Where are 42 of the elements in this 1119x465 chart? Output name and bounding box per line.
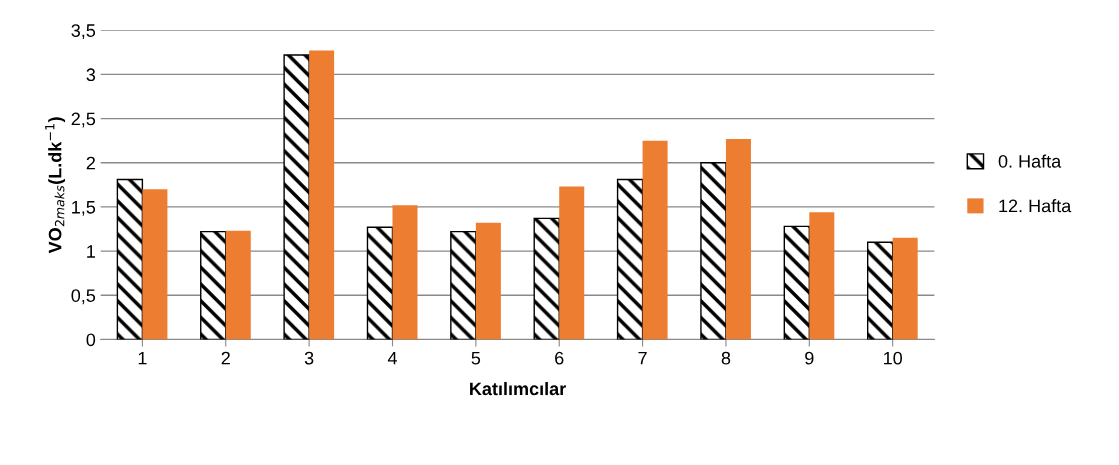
bar	[892, 237, 918, 340]
x-tick-label: 8	[721, 351, 731, 365]
bar	[366, 226, 394, 340]
y-tick-label: 0,5	[71, 289, 96, 305]
bar	[475, 222, 501, 340]
x-tick-label: 4	[387, 351, 397, 365]
bar	[616, 178, 644, 340]
x-tick-label: 3	[304, 351, 314, 365]
y-tick-label: 2	[86, 156, 95, 170]
bar	[450, 230, 477, 340]
bar	[142, 189, 168, 340]
bar	[783, 225, 811, 340]
bar	[200, 230, 227, 340]
x-tick-label: 6	[555, 351, 564, 365]
bar	[309, 50, 335, 340]
bar	[700, 162, 727, 340]
bar	[533, 217, 560, 340]
bar	[809, 212, 835, 340]
y-tick-label: 3,5	[71, 24, 96, 40]
legend-label: 0. Hafta	[998, 154, 1062, 168]
y-tick-label: 3	[86, 68, 96, 82]
y-tick-label: 0	[86, 333, 96, 347]
y-tick-label: 1	[87, 245, 95, 258]
legend-label: 12. Hafta	[999, 199, 1072, 213]
bar	[642, 140, 668, 340]
x-tick-label: 2	[221, 351, 230, 365]
y-axis-title: VO$_{2maks}$(L.dk$^{−1}$)	[45, 117, 66, 254]
x-tick-label: 5	[471, 351, 481, 365]
x-tick-label: 9	[805, 351, 814, 365]
bar	[725, 138, 751, 340]
y-tick-label: 1,5	[72, 201, 96, 216]
x-tick-label: 1	[138, 351, 147, 365]
bar	[392, 205, 418, 340]
y-tick-label: 2,5	[71, 112, 96, 128]
bar	[866, 241, 894, 340]
bar	[283, 54, 310, 340]
x-tick-label: 10	[884, 351, 903, 365]
bar	[116, 178, 144, 340]
x-axis-title: Katılımcılar	[470, 381, 566, 396]
x-tick-label: 7	[638, 351, 647, 365]
bar	[225, 230, 251, 340]
bar	[559, 186, 585, 340]
